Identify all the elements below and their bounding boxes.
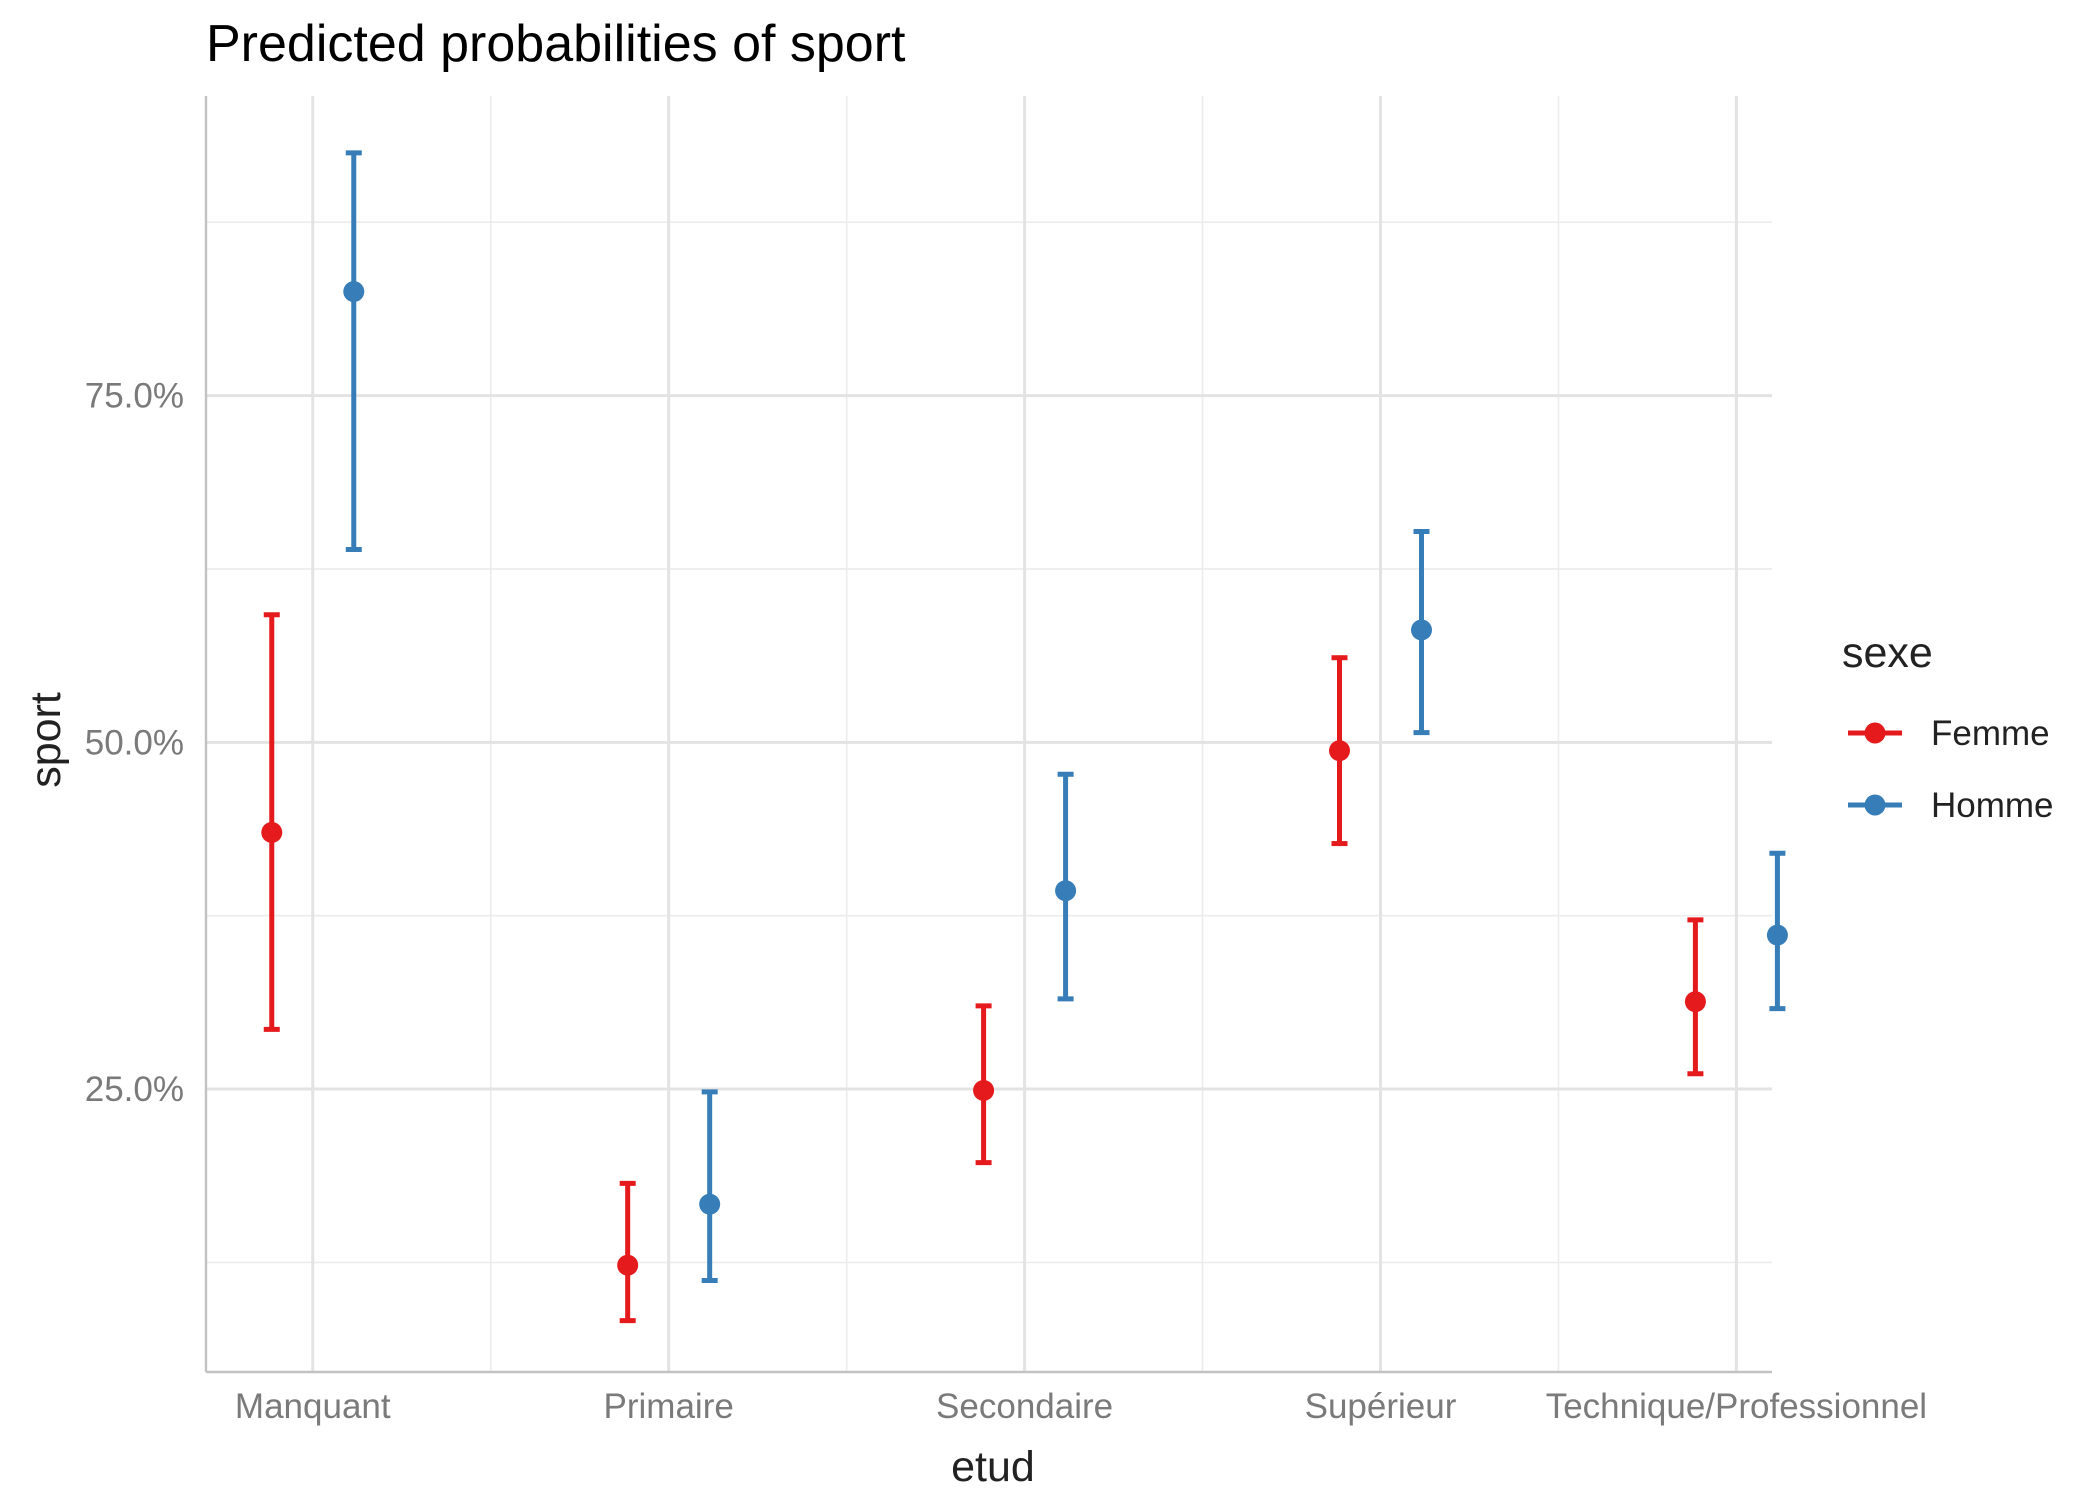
legend-label: Femme bbox=[1931, 714, 2050, 753]
tick-labels: 25.0% 50.0% 75.0% Manquant Primaire Secondair… bbox=[85, 377, 1927, 1426]
y-axis-title: sport bbox=[22, 692, 70, 788]
data-point bbox=[1329, 740, 1350, 762]
x-axis-title: etud bbox=[951, 1443, 1035, 1491]
x-tick-label: Secondaire bbox=[936, 1387, 1113, 1426]
chart-title: Predicted probabilities of sport bbox=[206, 15, 906, 73]
legend: sexe Femme Homme bbox=[1842, 629, 2054, 825]
data-point bbox=[699, 1193, 721, 1215]
y-tick-label: 75.0% bbox=[85, 377, 184, 416]
grid-lines bbox=[206, 96, 1772, 1372]
data-point bbox=[1684, 991, 1706, 1013]
legend-label: Homme bbox=[1931, 786, 2054, 825]
x-tick-label: Manquant bbox=[235, 1387, 391, 1426]
data-point bbox=[261, 821, 283, 843]
data-point bbox=[1766, 924, 1788, 946]
data-point bbox=[973, 1079, 995, 1101]
x-tick-label: Supérieur bbox=[1305, 1387, 1457, 1426]
data-marks bbox=[261, 150, 1788, 1324]
y-tick-label: 50.0% bbox=[85, 723, 184, 762]
x-tick-label: Primaire bbox=[604, 1387, 734, 1426]
data-point bbox=[617, 1254, 639, 1276]
legend-key-point bbox=[1864, 794, 1886, 816]
y-tick-label: 25.0% bbox=[85, 1070, 184, 1109]
axes bbox=[204, 96, 1772, 1374]
x-tick-label: Technique/Professionnel bbox=[1546, 1387, 1927, 1426]
data-point bbox=[1411, 619, 1432, 641]
data-point bbox=[1055, 880, 1077, 902]
legend-title: sexe bbox=[1842, 629, 1933, 677]
legend-key-point bbox=[1864, 722, 1886, 744]
data-point bbox=[343, 281, 365, 303]
